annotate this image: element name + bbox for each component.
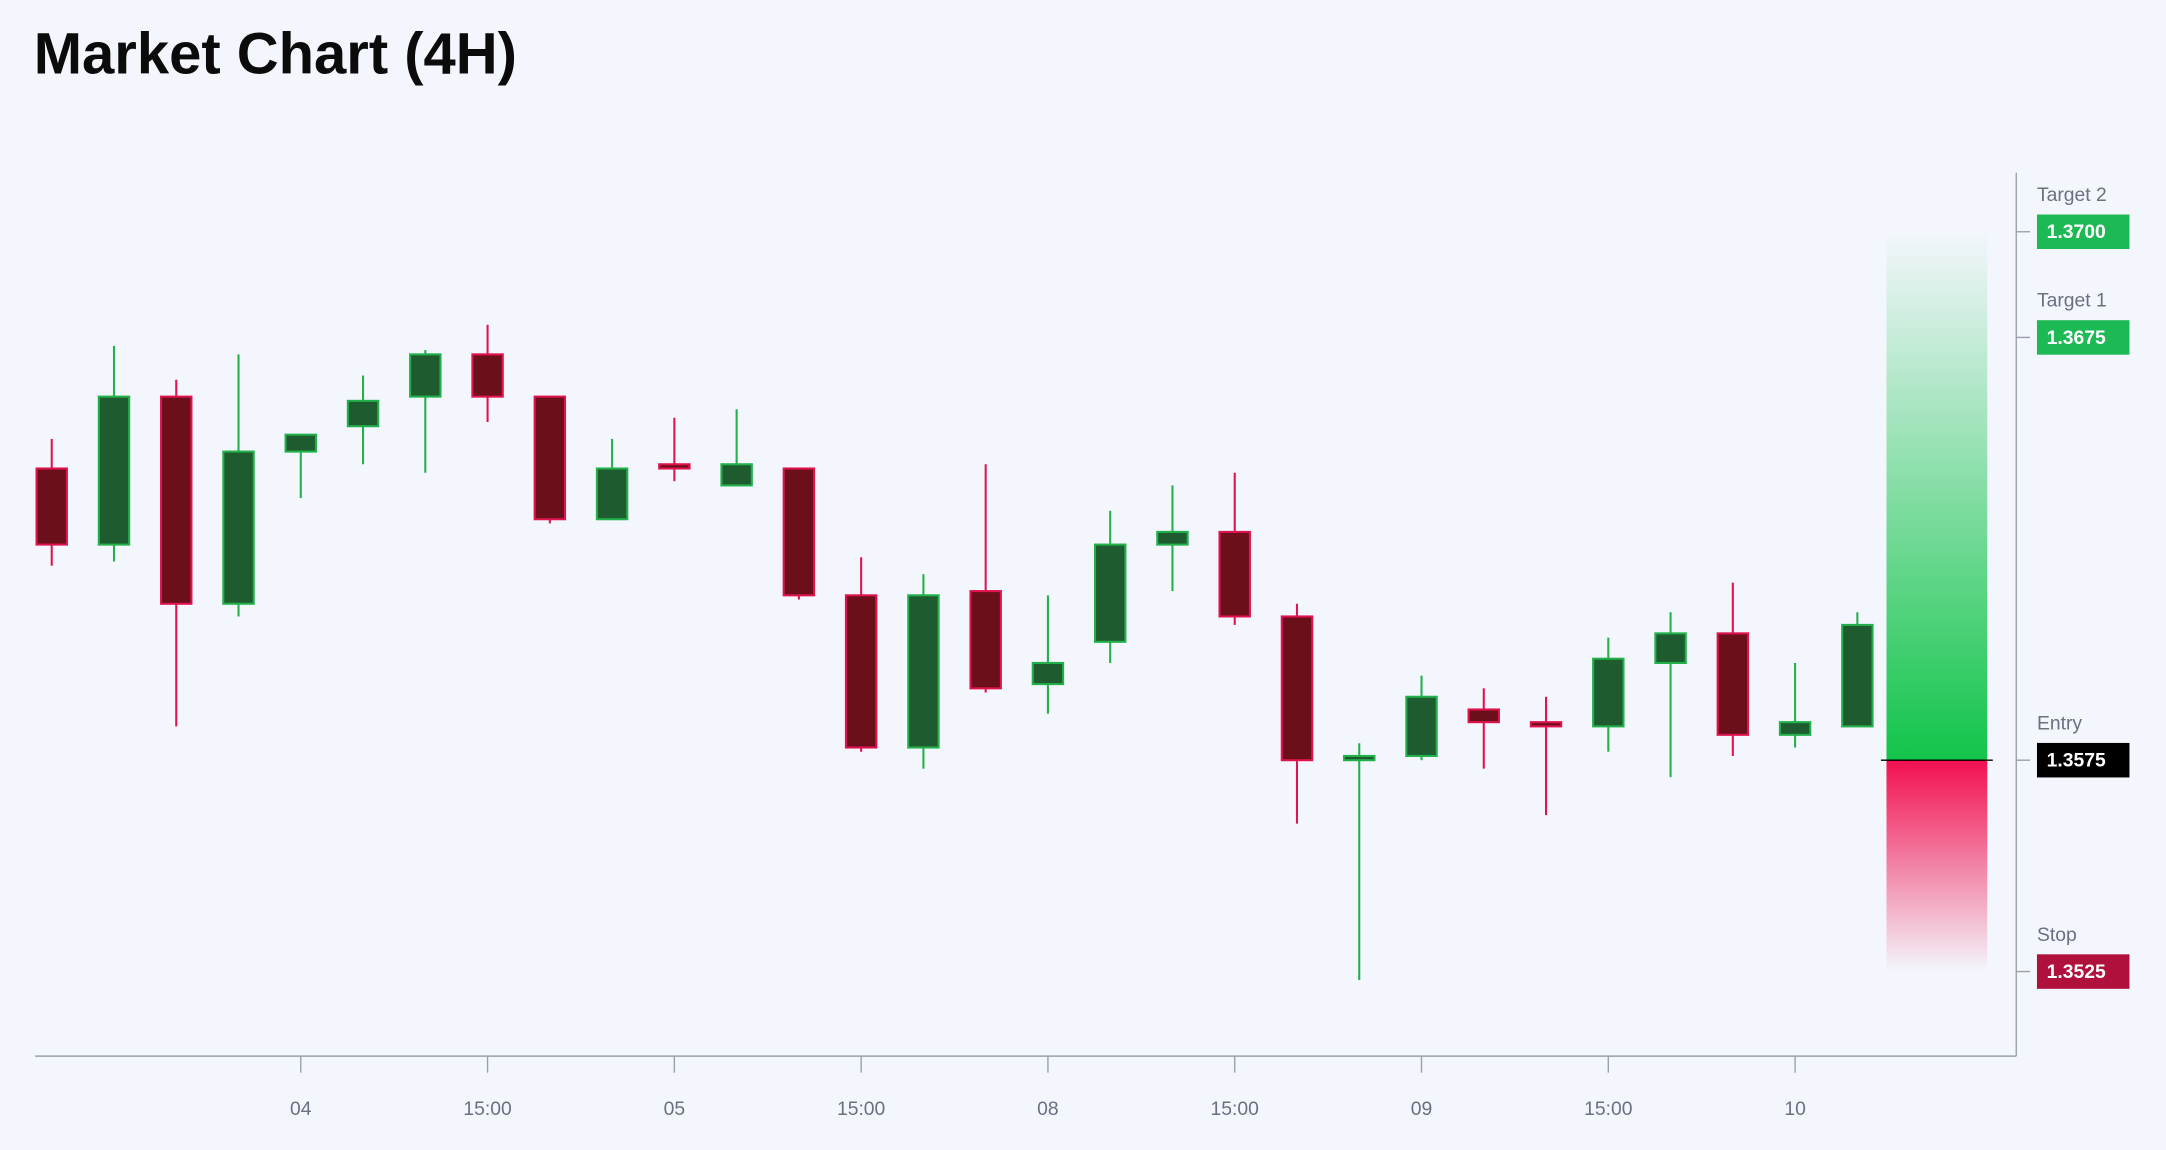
- x-tick-label: 10: [1784, 1099, 1805, 1120]
- chart-title: Market Chart (4H): [34, 22, 517, 86]
- level-label: 1.3675: [2047, 328, 2106, 349]
- candle-body: [284, 433, 318, 453]
- x-tick-label: 15:00: [837, 1099, 885, 1120]
- candle-body: [409, 353, 442, 398]
- level-name: Target 2: [2037, 185, 2107, 206]
- candle-body: [1218, 530, 1251, 618]
- level-label: 1.3700: [2047, 222, 2106, 243]
- level-badge: [2036, 320, 2130, 355]
- candle-body: [595, 467, 629, 521]
- candle-body: [1031, 661, 1065, 686]
- candle-body: [1654, 632, 1687, 664]
- x-tick-label: 08: [1037, 1099, 1058, 1120]
- candle-body: [97, 395, 131, 546]
- level-label: 1.3525: [2047, 962, 2106, 983]
- candle-body: [782, 467, 816, 597]
- candle-body: [1592, 657, 1625, 728]
- level-label: 1.3575: [2047, 751, 2106, 772]
- candle-body: [844, 594, 878, 749]
- level-name: Stop: [2037, 925, 2077, 946]
- level-badge: [2036, 954, 2130, 989]
- candle-body: [160, 395, 193, 605]
- candle-body: [720, 463, 753, 487]
- level-name: Target 1: [2037, 291, 2107, 312]
- candle-body: [1280, 615, 1314, 762]
- candle-body: [1778, 721, 1812, 736]
- candle-body: [658, 463, 691, 470]
- candle-body: [533, 395, 567, 521]
- candle-body: [1343, 754, 1376, 762]
- candle-body: [471, 353, 504, 398]
- candle-body: [1716, 632, 1750, 736]
- profit-zone: [1886, 231, 1988, 761]
- x-tick-label: 15:00: [1211, 1099, 1259, 1120]
- level-badge: [2036, 742, 2130, 778]
- candle-body: [1405, 695, 1438, 758]
- x-tick-label: 15:00: [1584, 1099, 1632, 1120]
- loss-zone: [1886, 760, 1988, 972]
- candle-body: [1467, 708, 1500, 724]
- candle-body: [35, 467, 68, 546]
- candle-body: [907, 594, 940, 749]
- candle-body: [1529, 721, 1563, 728]
- level-name: Entry: [2037, 713, 2082, 734]
- x-tick-label: 09: [1411, 1099, 1432, 1120]
- candle-body: [222, 450, 255, 605]
- x-tick-label: 05: [664, 1099, 685, 1120]
- candle-body: [1156, 530, 1189, 546]
- candle-body: [1841, 623, 1874, 728]
- candle-body: [346, 399, 380, 428]
- candle-body: [1093, 543, 1127, 643]
- x-tick-label: 04: [290, 1099, 312, 1120]
- level-badge: [2036, 214, 2130, 250]
- candle-body: [969, 590, 1002, 690]
- x-tick-label: 15:00: [463, 1099, 511, 1120]
